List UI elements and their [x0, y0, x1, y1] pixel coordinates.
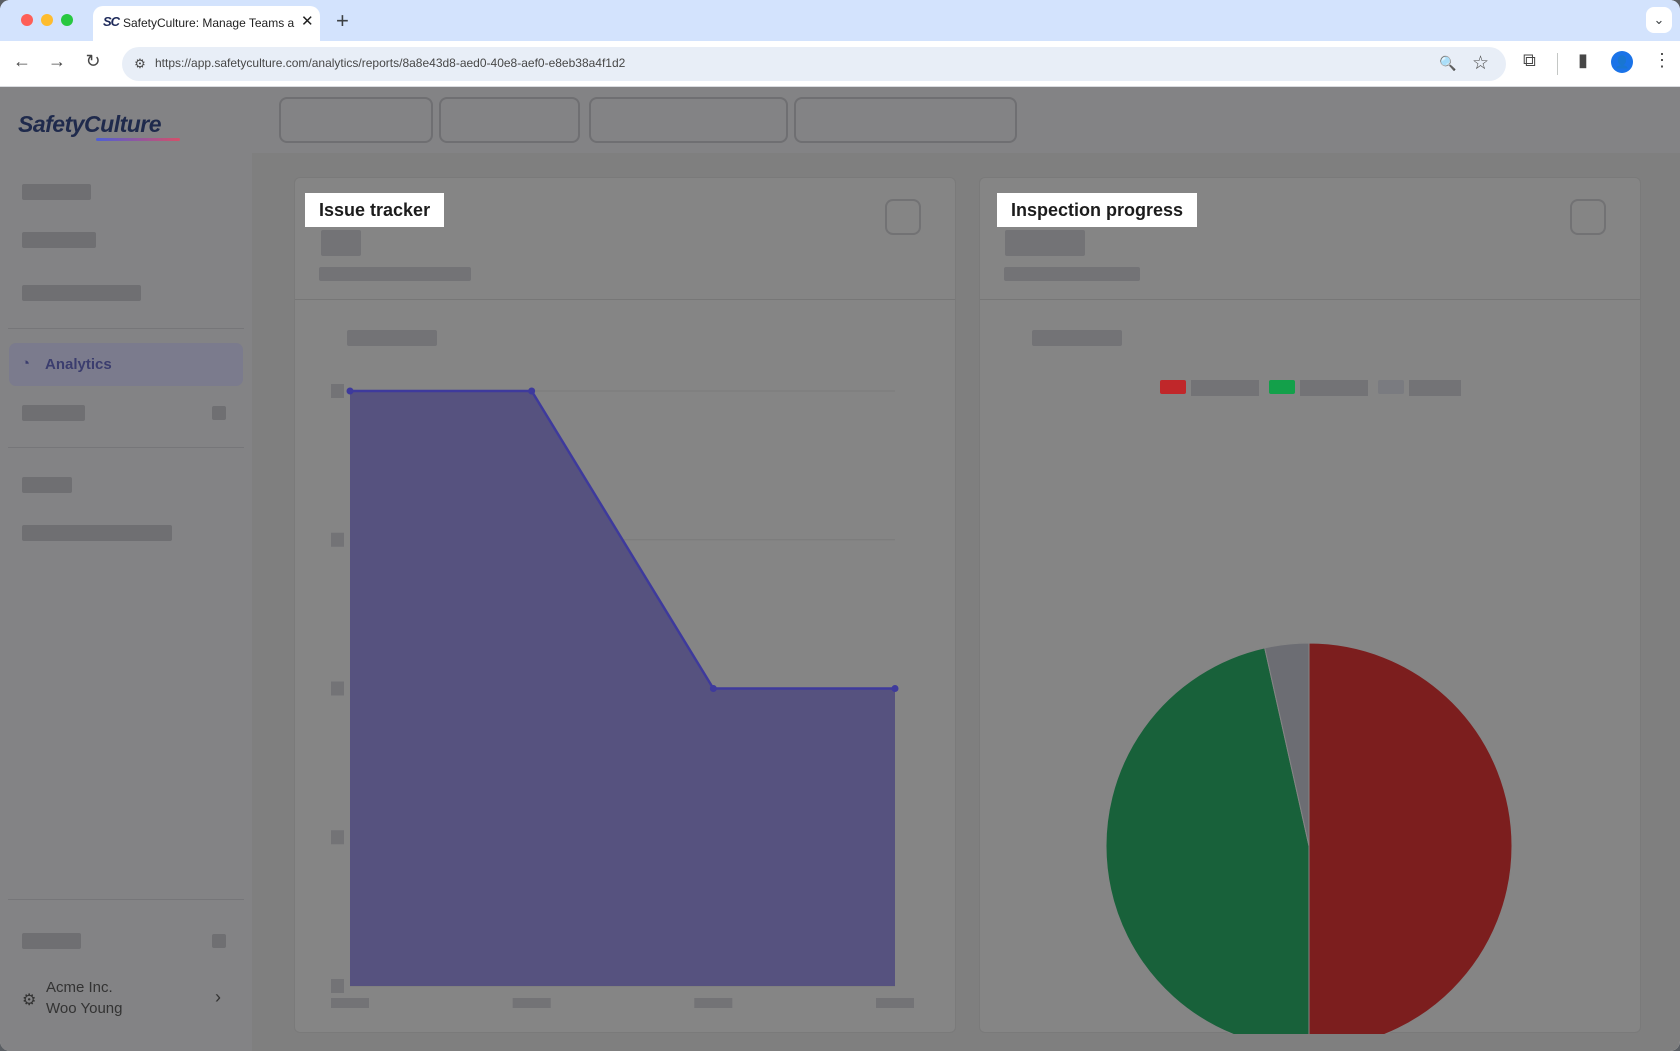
- x-tick-label-placeholder: [512, 998, 551, 1008]
- sidebar-item-placeholder[interactable]: [22, 285, 141, 301]
- filter-button[interactable]: [439, 97, 580, 143]
- sidebar-divider: [8, 447, 244, 448]
- data-point: [709, 685, 717, 692]
- logo-underline: [96, 138, 180, 141]
- x-tick-label-placeholder: [694, 998, 733, 1008]
- tab-strip: SC SafetyCulture: Manage Teams and... ✕ …: [0, 0, 1680, 41]
- pie-slice: [1105, 647, 1310, 1034]
- tab-title: SafetyCulture: Manage Teams and...: [123, 16, 295, 30]
- y-tick-label-placeholder: [331, 681, 344, 696]
- side-panel-icon[interactable]: ▮: [1578, 50, 1588, 70]
- metric-value-placeholder: [321, 230, 361, 256]
- filter-button[interactable]: [279, 97, 433, 143]
- metric-value-placeholder: [1005, 230, 1085, 256]
- close-window-button[interactable]: [21, 14, 33, 26]
- zoom-icon[interactable]: 🔍: [1439, 55, 1457, 71]
- inspection-progress-card: Inspection progress: [979, 177, 1641, 1034]
- area-fill: [350, 391, 895, 986]
- chevron-right-icon: ›: [215, 987, 221, 1007]
- safetyculture-favicon-icon: SC: [103, 14, 120, 29]
- data-point: [346, 387, 354, 395]
- inspection-progress-pie-chart: [1105, 380, 1513, 1034]
- sidebar-item-label: Analytics: [45, 356, 112, 373]
- tab-search-icon[interactable]: ⌄: [1646, 7, 1672, 33]
- data-point: [891, 685, 899, 692]
- legend-swatch: [1269, 380, 1295, 394]
- org-name: Acme Inc.: [46, 979, 113, 996]
- card-title: Inspection progress: [997, 193, 1198, 227]
- filter-bar: [252, 87, 1680, 153]
- sidebar: SafetyCulture ◔ Analytics ⚙ Acme Inc. Wo…: [0, 87, 252, 1051]
- card-title: Issue tracker: [305, 193, 445, 227]
- card-menu-button[interactable]: [885, 199, 921, 235]
- profile-avatar-icon[interactable]: 👤: [1611, 51, 1633, 73]
- site-info-icon[interactable]: ⚙: [134, 56, 146, 71]
- reload-icon[interactable]: ↻: [85, 51, 101, 71]
- x-tick-label-placeholder: [331, 998, 369, 1008]
- issue-tracker-area-chart: [331, 384, 914, 1008]
- legend-label-placeholder: [1300, 380, 1368, 396]
- card-menu-button[interactable]: [1570, 199, 1606, 235]
- metric-label-placeholder: [319, 267, 471, 281]
- minimize-window-button[interactable]: [41, 14, 53, 26]
- forward-icon[interactable]: →: [48, 51, 66, 71]
- safetyculture-logo[interactable]: SafetyCulture: [18, 111, 162, 137]
- new-tab-icon[interactable]: +: [336, 8, 349, 33]
- filter-button[interactable]: [589, 97, 788, 143]
- sidebar-item-indicator: [212, 406, 226, 420]
- back-icon[interactable]: ←: [13, 51, 31, 71]
- sidebar-item-indicator: [212, 934, 226, 948]
- sidebar-item-analytics[interactable]: ◔ Analytics: [9, 343, 243, 386]
- card-divider: [980, 299, 1640, 300]
- toolbar-divider: [1557, 53, 1558, 75]
- legend-swatch: [1378, 380, 1404, 394]
- extensions-icon[interactable]: ⧉: [1523, 50, 1536, 70]
- filter-button[interactable]: [794, 97, 1017, 143]
- bookmark-star-icon[interactable]: ☆: [1472, 53, 1490, 74]
- sidebar-item-placeholder[interactable]: [22, 477, 72, 493]
- issue-tracker-card: Issue tracker: [294, 177, 956, 1033]
- sidebar-item-placeholder[interactable]: [22, 525, 172, 541]
- organization-switcher[interactable]: ⚙ Acme Inc. Woo Young ›: [20, 977, 235, 1027]
- y-tick-label-placeholder: [331, 384, 344, 398]
- legend-label-placeholder: [1191, 380, 1259, 396]
- metric-label-placeholder: [1004, 267, 1140, 281]
- address-bar[interactable]: ⚙ https://app.safetyculture.com/analytic…: [122, 47, 1506, 81]
- y-tick-label-placeholder: [331, 979, 344, 993]
- data-point: [528, 387, 536, 395]
- sidebar-item-placeholder[interactable]: [22, 933, 81, 949]
- sidebar-divider: [8, 328, 244, 329]
- y-tick-label-placeholder: [331, 830, 344, 845]
- y-tick-label-placeholder: [331, 532, 344, 547]
- sidebar-item-placeholder[interactable]: [22, 232, 96, 248]
- gear-icon: ⚙: [22, 992, 37, 1009]
- browser-toolbar: ← → ↻ ⚙ https://app.safetyculture.com/an…: [0, 41, 1680, 87]
- x-tick-label-placeholder: [876, 998, 914, 1008]
- pie-slice: [1308, 642, 1513, 1034]
- browser-tab[interactable]: SC SafetyCulture: Manage Teams and... ✕: [93, 6, 320, 41]
- app-area: SafetyCulture ◔ Analytics ⚙ Acme Inc. Wo…: [0, 87, 1680, 1051]
- sidebar-divider: [8, 899, 244, 900]
- sidebar-item-placeholder[interactable]: [22, 184, 91, 200]
- analytics-icon: ◔: [21, 355, 31, 372]
- area-line: [350, 389, 895, 690]
- legend-swatch: [1160, 380, 1186, 394]
- maximize-window-button[interactable]: [61, 14, 73, 26]
- sidebar-item-placeholder[interactable]: [22, 405, 85, 421]
- close-tab-icon[interactable]: ✕: [301, 13, 314, 30]
- pie-slice: [1264, 642, 1310, 847]
- legend-label-placeholder: [1409, 380, 1461, 396]
- user-name: Woo Young: [46, 1000, 123, 1017]
- chart-label-placeholder: [347, 330, 437, 346]
- browser-menu-icon[interactable]: ⋮: [1653, 50, 1671, 70]
- chart-label-placeholder: [1032, 330, 1122, 346]
- card-divider: [295, 299, 955, 300]
- url-text[interactable]: https://app.safetyculture.com/analytics/…: [155, 56, 626, 70]
